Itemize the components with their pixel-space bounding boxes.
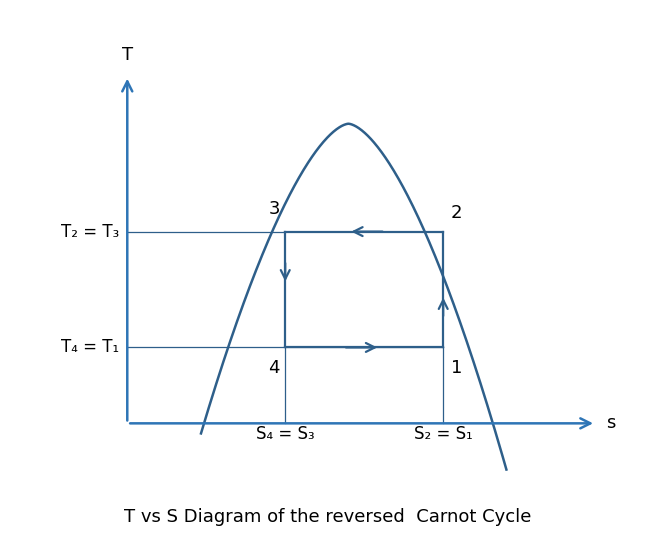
Text: T vs S Diagram of the reversed  Carnot Cycle: T vs S Diagram of the reversed Carnot Cy… <box>124 508 531 526</box>
Text: S₄ = S₃: S₄ = S₃ <box>256 425 314 443</box>
Text: 4: 4 <box>269 359 280 378</box>
Text: 2: 2 <box>451 204 462 221</box>
Text: T₄ = T₁: T₄ = T₁ <box>62 339 119 356</box>
Text: S₂ = S₁: S₂ = S₁ <box>414 425 473 443</box>
Text: T: T <box>122 46 133 64</box>
Text: 3: 3 <box>269 199 280 218</box>
Text: 1: 1 <box>451 359 462 378</box>
Text: T₂ = T₃: T₂ = T₃ <box>61 222 119 241</box>
Text: s: s <box>607 414 616 432</box>
